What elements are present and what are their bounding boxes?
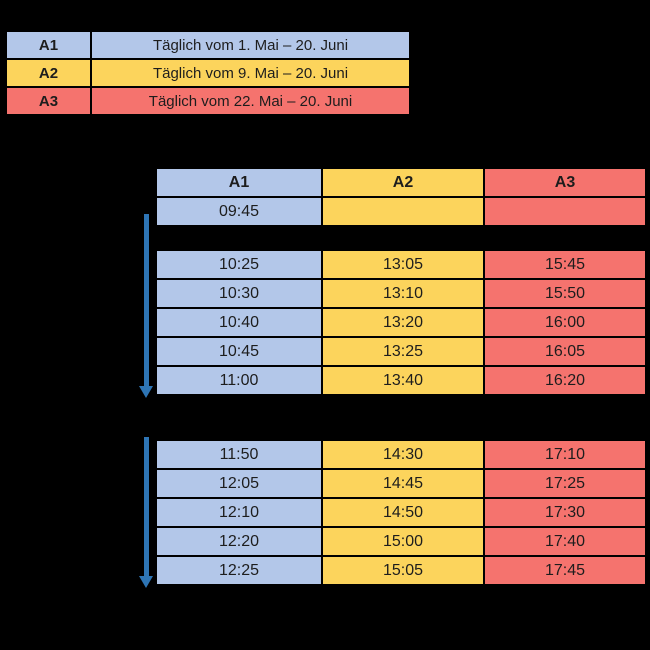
col-header-a2: A2 [321,167,485,198]
direction-arrow-down-1 [139,214,154,398]
col-header-a3: A3 [483,167,647,198]
time-cell: 12:20 [155,526,323,557]
time-cell: 13:10 [321,278,485,309]
table-row: 10:25 13:05 15:45 [155,249,647,280]
table-row: 12:25 15:05 17:45 [155,555,647,586]
time-cell: 17:30 [483,497,647,528]
time-cell: 10:45 [155,336,323,367]
time-cell: 12:25 [155,555,323,586]
legend-row-a2: A2 Täglich vom 9. Mai – 20. Juni [5,58,411,88]
arrow-shaft [144,214,149,386]
time-cell: 13:40 [321,365,485,396]
time-cell: 13:05 [321,249,485,280]
time-cell: 16:00 [483,307,647,338]
time-cell: 15:45 [483,249,647,280]
time-cell: 17:40 [483,526,647,557]
time-cell: 13:25 [321,336,485,367]
time-cell-empty [483,196,647,227]
time-cell: 14:30 [321,439,485,470]
time-cell: 15:05 [321,555,485,586]
table-row: 09:45 [155,196,647,227]
timetable-header-table: A1 A2 A3 09:45 [155,167,647,227]
time-cell: 16:05 [483,336,647,367]
time-cell: 16:20 [483,365,647,396]
legend-row-a1: A1 Täglich vom 1. Mai – 20. Juni [5,30,411,60]
time-cell: 10:40 [155,307,323,338]
time-cell: 11:00 [155,365,323,396]
legend-label-a1: Täglich vom 1. Mai – 20. Juni [90,30,411,60]
time-cell-empty [321,196,485,227]
table-row: 12:10 14:50 17:30 [155,497,647,528]
time-cell: 13:20 [321,307,485,338]
time-cell: 17:10 [483,439,647,470]
arrow-shaft [144,437,149,576]
timetable-block-2: 11:50 14:30 17:10 12:05 14:45 17:25 12:1… [155,439,647,586]
time-cell: 12:05 [155,468,323,499]
col-header-a1: A1 [155,167,323,198]
table-row: 10:45 13:25 16:05 [155,336,647,367]
legend-table: A1 Täglich vom 1. Mai – 20. Juni A2 Tägl… [5,30,411,116]
time-cell: 15:00 [321,526,485,557]
time-cell: 17:25 [483,468,647,499]
timetable-block-1: 10:25 13:05 15:45 10:30 13:10 15:50 10:4… [155,249,647,396]
legend-code-a2: A2 [5,58,92,88]
direction-arrow-down-2 [139,437,154,588]
time-cell: 12:10 [155,497,323,528]
arrow-head-icon [139,386,153,398]
table-row: 12:20 15:00 17:40 [155,526,647,557]
timetable-header-row: A1 A2 A3 [155,167,647,198]
time-cell: 15:50 [483,278,647,309]
legend-code-a3: A3 [5,86,92,116]
legend-label-a2: Täglich vom 9. Mai – 20. Juni [90,58,411,88]
table-row: 10:30 13:10 15:50 [155,278,647,309]
table-row: 12:05 14:45 17:25 [155,468,647,499]
legend-code-a1: A1 [5,30,92,60]
time-cell: 11:50 [155,439,323,470]
time-cell: 14:45 [321,468,485,499]
legend-row-a3: A3 Täglich vom 22. Mai – 20. Juni [5,86,411,116]
table-row: 11:50 14:30 17:10 [155,439,647,470]
arrow-head-icon [139,576,153,588]
time-cell: 10:30 [155,278,323,309]
legend-label-a3: Täglich vom 22. Mai – 20. Juni [90,86,411,116]
time-cell: 09:45 [155,196,323,227]
time-cell: 14:50 [321,497,485,528]
table-row: 11:00 13:40 16:20 [155,365,647,396]
time-cell: 17:45 [483,555,647,586]
time-cell: 10:25 [155,249,323,280]
table-row: 10:40 13:20 16:00 [155,307,647,338]
